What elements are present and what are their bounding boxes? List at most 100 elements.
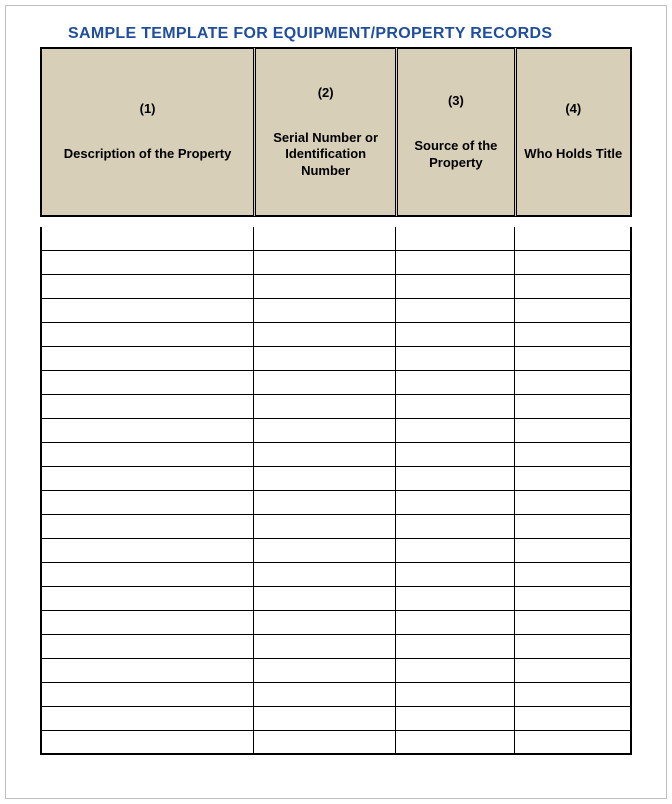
table-row (40, 731, 632, 755)
table-cell (395, 611, 513, 635)
table-cell (40, 659, 253, 683)
table-cell (514, 251, 632, 275)
table-cell (395, 467, 513, 491)
table-cell (395, 587, 513, 611)
table-cell (253, 275, 395, 299)
table-cell (253, 491, 395, 515)
table-cell (253, 419, 395, 443)
table-row (40, 683, 632, 707)
table-row (40, 491, 632, 515)
table-cell (395, 323, 513, 347)
table-cell (40, 227, 253, 251)
table-cell (253, 323, 395, 347)
table-cell (395, 635, 513, 659)
column-label: Source of the Property (404, 138, 507, 171)
table-cell (253, 683, 395, 707)
table-cell (253, 515, 395, 539)
table-cell (395, 227, 513, 251)
table-cell (40, 347, 253, 371)
table-cell (253, 587, 395, 611)
table-cell (514, 323, 632, 347)
column-header-4: (4) Who Holds Title (514, 47, 632, 217)
table-cell (40, 707, 253, 731)
table-cell (40, 299, 253, 323)
table-row (40, 371, 632, 395)
table-header-row: (1)Description of the Property(2)Serial … (40, 47, 632, 217)
table-cell (395, 659, 513, 683)
table-cell (514, 515, 632, 539)
table-cell (395, 563, 513, 587)
table-cell (253, 539, 395, 563)
column-header-3: (3) Source of the Property (395, 47, 513, 217)
table-row (40, 635, 632, 659)
table-cell (514, 587, 632, 611)
header-body-gap (40, 217, 632, 227)
table-row (40, 659, 632, 683)
table-cell (395, 371, 513, 395)
table-cell (514, 467, 632, 491)
table-cell (395, 395, 513, 419)
column-number: (2) (262, 85, 389, 100)
table-cell (40, 587, 253, 611)
table-cell (253, 467, 395, 491)
table-cell (514, 395, 632, 419)
table-cell (514, 659, 632, 683)
table-row (40, 347, 632, 371)
column-number: (4) (523, 101, 624, 116)
table-row (40, 395, 632, 419)
table-cell (514, 635, 632, 659)
equipment-records-table: (1)Description of the Property(2)Serial … (40, 47, 632, 755)
table-cell (40, 323, 253, 347)
table-cell (253, 347, 395, 371)
table-cell (253, 611, 395, 635)
column-label: Who Holds Title (523, 146, 624, 162)
table-cell (253, 251, 395, 275)
column-label: Serial Number or Identification Number (262, 130, 389, 179)
table-cell (40, 611, 253, 635)
table-row (40, 443, 632, 467)
table-cell (40, 731, 253, 755)
table-cell (253, 731, 395, 755)
table-row (40, 323, 632, 347)
table-cell (514, 707, 632, 731)
table-cell (514, 299, 632, 323)
table-cell (40, 563, 253, 587)
table-row (40, 515, 632, 539)
table-cell (395, 347, 513, 371)
column-number: (3) (404, 93, 507, 108)
column-label: Description of the Property (48, 146, 247, 162)
table-cell (40, 371, 253, 395)
table-cell (40, 395, 253, 419)
table-cell (40, 683, 253, 707)
table-cell (514, 611, 632, 635)
table-row (40, 299, 632, 323)
table-cell (514, 539, 632, 563)
table-cell (253, 659, 395, 683)
table-cell (253, 635, 395, 659)
column-header-2: (2) Serial Number or Identification Numbe… (253, 47, 395, 217)
table-row (40, 539, 632, 563)
table-cell (253, 707, 395, 731)
table-cell (514, 419, 632, 443)
table-cell (395, 539, 513, 563)
table-cell (40, 491, 253, 515)
table-cell (395, 419, 513, 443)
table-cell (253, 443, 395, 467)
table-cell (514, 683, 632, 707)
document-content: SAMPLE TEMPLATE FOR EQUIPMENT/PROPERTY R… (40, 25, 632, 755)
table-cell (395, 443, 513, 467)
table-row (40, 275, 632, 299)
table-cell (40, 515, 253, 539)
table-cell (395, 731, 513, 755)
table-cell (514, 347, 632, 371)
table-cell (514, 443, 632, 467)
table-cell (395, 491, 513, 515)
table-cell (40, 443, 253, 467)
table-cell (40, 635, 253, 659)
table-cell (514, 731, 632, 755)
table-cell (40, 467, 253, 491)
table-cell (40, 539, 253, 563)
table-cell (514, 563, 632, 587)
table-cell (253, 371, 395, 395)
table-row (40, 587, 632, 611)
